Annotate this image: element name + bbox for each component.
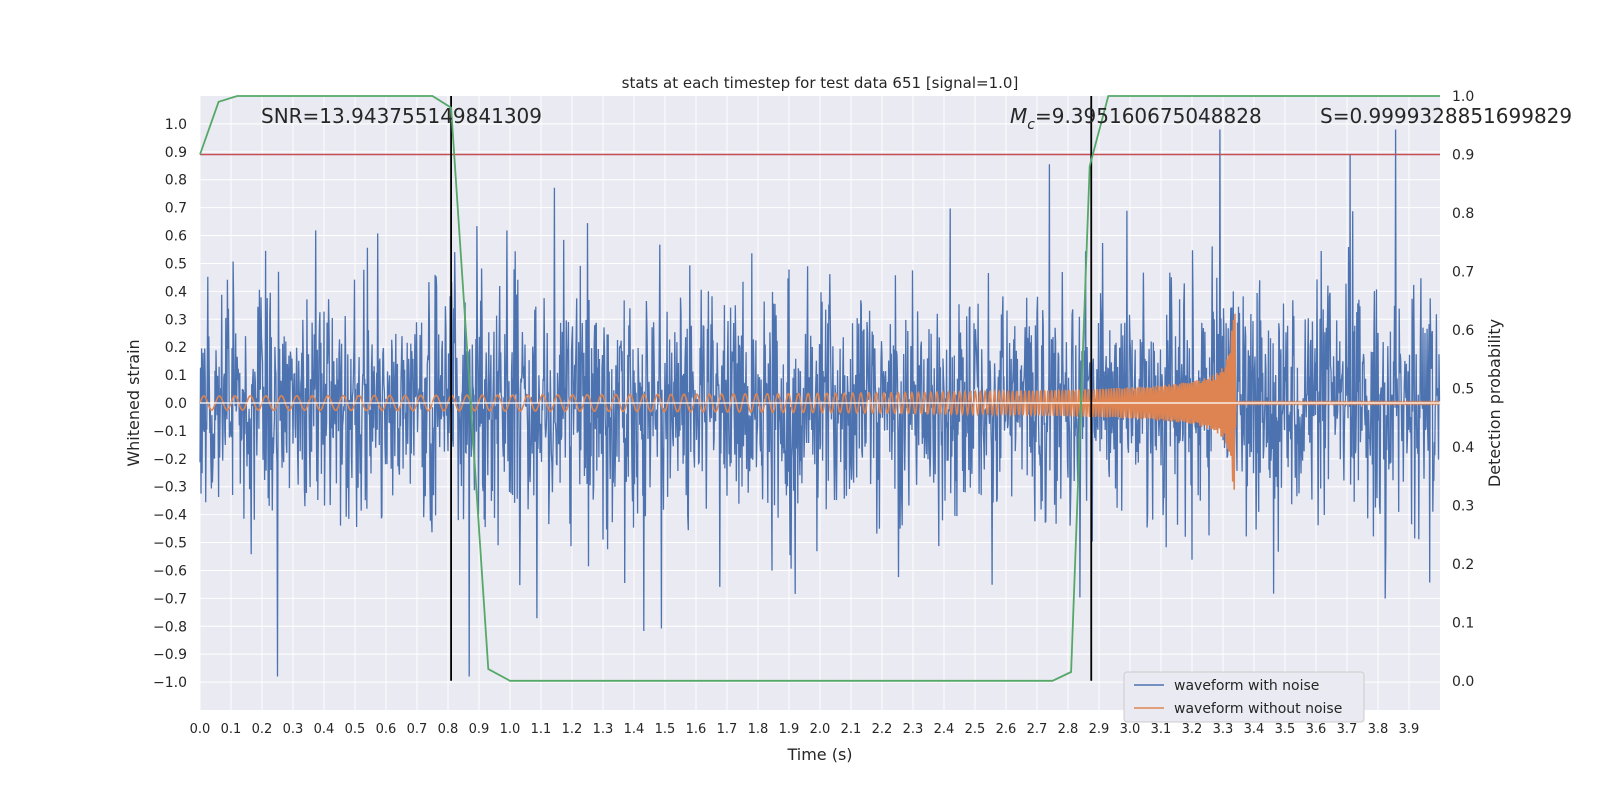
x-tick-label: 0.5 bbox=[345, 722, 366, 737]
y-tick-label: 0.9 bbox=[165, 145, 187, 161]
x-tick-label: 3.4 bbox=[1244, 722, 1265, 737]
x-tick-label: 3.1 bbox=[1151, 722, 1172, 737]
x-tick-label: 2.1 bbox=[841, 722, 862, 737]
y-tick-label: −0.4 bbox=[153, 508, 187, 524]
y-tick-label: −0.3 bbox=[153, 480, 187, 496]
x-tick-label: 1.6 bbox=[686, 722, 707, 737]
y2-tick-label: 1.0 bbox=[1452, 89, 1474, 105]
x-tick-label: 0.7 bbox=[407, 722, 428, 737]
mc-subscript: c bbox=[1027, 117, 1035, 133]
x-tick-label: 1.2 bbox=[562, 722, 583, 737]
legend-label-clean: waveform without noise bbox=[1174, 701, 1342, 717]
y2-tick-label: 0.7 bbox=[1452, 264, 1474, 280]
mc-value: =9.395160675048828 bbox=[1035, 104, 1262, 128]
y-tick-label: −0.6 bbox=[153, 563, 187, 579]
x-tick-label: 0.1 bbox=[221, 722, 242, 737]
y-tick-label: −0.7 bbox=[153, 591, 187, 607]
y-tick-label: 1.0 bbox=[165, 117, 187, 133]
x-tick-label: 3.3 bbox=[1213, 722, 1234, 737]
event-markers bbox=[450, 96, 1093, 681]
x-tick-label: 0.8 bbox=[438, 722, 459, 737]
y-tick-label: −0.9 bbox=[153, 647, 187, 663]
x-tick-label: 0.2 bbox=[252, 722, 273, 737]
x-tick-label: 2.2 bbox=[872, 722, 893, 737]
y-tick-label: 0.0 bbox=[165, 396, 187, 412]
y-tick-label: 0.7 bbox=[165, 201, 187, 217]
mc-symbol: M bbox=[1010, 104, 1027, 128]
y2-tick-label: 0.4 bbox=[1452, 440, 1474, 456]
y-tick-label: −0.2 bbox=[153, 452, 187, 468]
x-tick-label: 2.8 bbox=[1058, 722, 1079, 737]
x-tick-label: 1.9 bbox=[779, 722, 800, 737]
x-tick-label: 2.3 bbox=[903, 722, 924, 737]
x-tick-label: 2.7 bbox=[1027, 722, 1048, 737]
x-tick-label: 1.0 bbox=[500, 722, 521, 737]
y2-tick-label: 0.1 bbox=[1452, 615, 1474, 631]
y2-tick-label: 0.8 bbox=[1452, 206, 1474, 222]
x-tick-label: 1.4 bbox=[624, 722, 645, 737]
y-tick-label: 0.6 bbox=[165, 229, 187, 245]
mc-annotation: Mc=9.395160675048828 bbox=[1010, 104, 1262, 133]
x-axis-label: Time (s) bbox=[786, 745, 852, 764]
y-tick-label: 0.2 bbox=[165, 340, 187, 356]
x-tick-label: 2.9 bbox=[1089, 722, 1110, 737]
x-tick-label: 1.3 bbox=[593, 722, 614, 737]
x-tick-label: 0.3 bbox=[283, 722, 304, 737]
y-tick-label: 0.5 bbox=[165, 256, 187, 272]
y2-tick-label: 0.3 bbox=[1452, 498, 1474, 514]
s-annotation: S=0.9999328851699829 bbox=[1320, 104, 1572, 128]
x-tick-label: 1.1 bbox=[531, 722, 552, 737]
y-tick-label: 0.1 bbox=[165, 368, 187, 384]
y2-axis-label: Detection probability bbox=[1485, 319, 1504, 487]
x-tick-label: 3.7 bbox=[1337, 722, 1358, 737]
x-tick-label: 3.6 bbox=[1306, 722, 1327, 737]
legend-label-noise: waveform with noise bbox=[1174, 678, 1319, 694]
y-tick-label: −0.5 bbox=[153, 536, 187, 552]
x-tick-label: 2.4 bbox=[934, 722, 955, 737]
x-tick-label: 1.8 bbox=[748, 722, 769, 737]
y2-tick-label: 0.6 bbox=[1452, 323, 1474, 339]
probability-line bbox=[199, 95, 1440, 682]
legend-box bbox=[1123, 671, 1365, 723]
x-tick-label: 2.6 bbox=[996, 722, 1017, 737]
y2-tick-label: 0.9 bbox=[1452, 147, 1474, 163]
y-tick-label: −0.1 bbox=[153, 424, 187, 440]
x-tick-label: 0.9 bbox=[469, 722, 490, 737]
y2-tick-label: 0.0 bbox=[1452, 674, 1474, 690]
x-tick-label: 0.6 bbox=[376, 722, 397, 737]
x-tick-label: 3.0 bbox=[1120, 722, 1141, 737]
y2-tick-labels: 0.0 0.1 0.2 0.3 0.4 0.5 0.6 0.7 0.8 0.9 1.0 bbox=[1452, 89, 1474, 690]
y-tick-label: −0.8 bbox=[153, 619, 187, 635]
snr-annotation: SNR=13.943755149841309 bbox=[261, 104, 542, 128]
y2-tick-label: 0.2 bbox=[1452, 557, 1474, 573]
x-tick-labels: 0.0 0.1 0.2 0.3 0.4 0.5 0.6 0.7 0.8 0.9 1.0 1.1 1.2 1… bbox=[190, 722, 1420, 737]
y-tick-label: 0.3 bbox=[165, 312, 187, 328]
y-tick-label: −1.0 bbox=[153, 675, 187, 691]
x-tick-label: 3.2 bbox=[1182, 722, 1203, 737]
x-tick-label: 3.5 bbox=[1275, 722, 1296, 737]
x-tick-label: 2.5 bbox=[965, 722, 986, 737]
chart-title: stats at each timestep for test data 651… bbox=[622, 74, 1019, 92]
x-tick-label: 1.7 bbox=[717, 722, 738, 737]
probability-series bbox=[199, 95, 1440, 682]
y-axis-label: Whitened strain bbox=[124, 339, 143, 466]
y-tick-label: 0.8 bbox=[165, 173, 187, 189]
x-tick-label: 3.8 bbox=[1368, 722, 1389, 737]
y-tick-labels: −1.0 −0.9 −0.8 −0.7 −0.6 −0.5 −0.4 −0.3 −0.2 −0.1… bbox=[153, 117, 187, 691]
chirp-series bbox=[199, 313, 1441, 490]
y-tick-label: 0.4 bbox=[165, 284, 187, 300]
y2-tick-label: 0.5 bbox=[1452, 381, 1474, 397]
x-tick-label: 1.5 bbox=[655, 722, 676, 737]
x-tick-label: 3.9 bbox=[1399, 722, 1420, 737]
legend: waveform with noise waveform without noi… bbox=[1123, 671, 1365, 723]
x-tick-label: 2.0 bbox=[810, 722, 831, 737]
clean-line bbox=[199, 313, 1441, 490]
x-tick-label: 0.0 bbox=[190, 722, 211, 737]
x-tick-label: 0.4 bbox=[314, 722, 335, 737]
